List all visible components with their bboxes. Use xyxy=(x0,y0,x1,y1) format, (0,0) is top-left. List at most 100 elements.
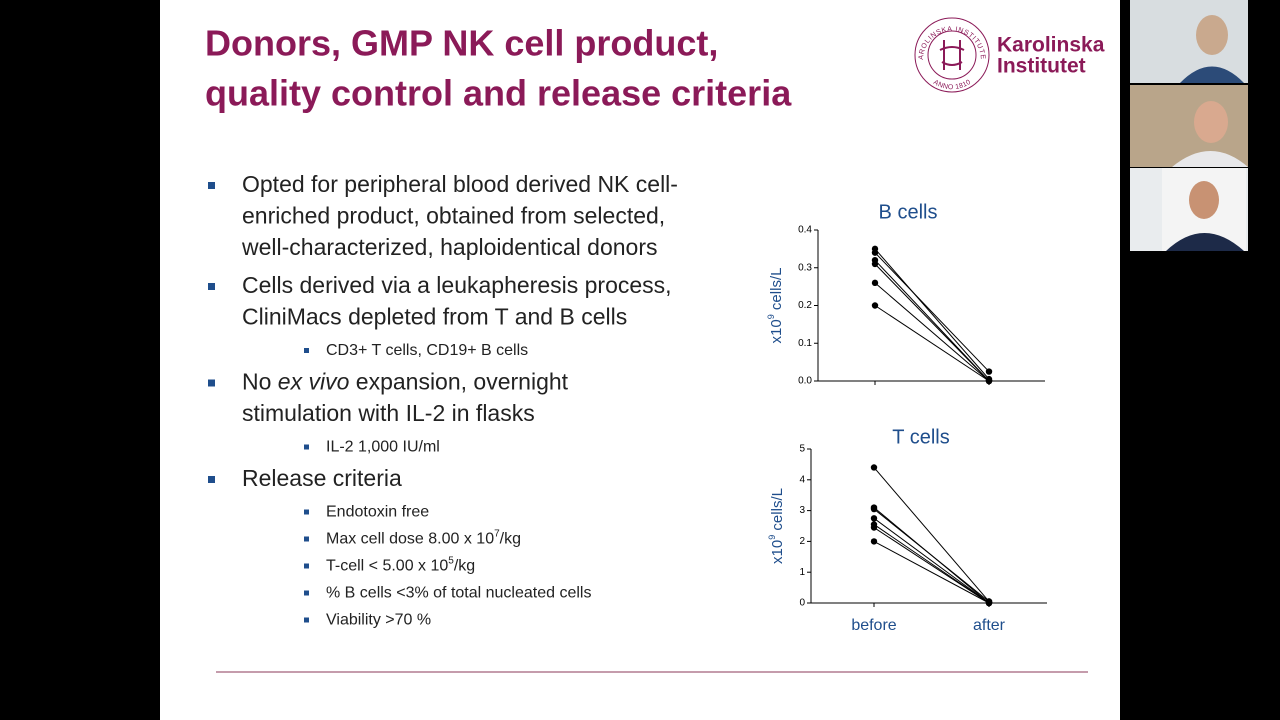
y-tick-label: 0.0 xyxy=(798,376,812,387)
chart-title: B cells xyxy=(879,201,938,223)
x-tick-label: before xyxy=(851,617,896,634)
sub-bullet-text: CD3+ T cells, CD19+ B cells xyxy=(326,342,528,359)
y-axis-label: x109 cells/L xyxy=(767,488,786,564)
donor-line xyxy=(874,252,990,372)
bullet-marker xyxy=(304,536,309,542)
chart-title: T cells xyxy=(892,426,949,448)
bullet-marker xyxy=(208,476,215,483)
bullet-marker xyxy=(304,509,309,515)
y-tick-label: 1 xyxy=(799,567,805,578)
slide-title: Donors, GMP NK cell product, xyxy=(205,23,718,64)
y-tick-label: 4 xyxy=(799,474,805,485)
video-tile xyxy=(1130,85,1248,167)
participant xyxy=(1166,233,1244,251)
bullet-text: stimulation with IL-2 in flasks xyxy=(242,400,535,426)
text-run: x10 xyxy=(768,319,785,343)
bullet-text: CliniMacs depleted from T and B cells xyxy=(242,304,627,330)
text-run: 7 xyxy=(494,529,500,540)
donor-line xyxy=(873,508,990,602)
donor-line xyxy=(874,263,990,382)
data-point xyxy=(870,464,878,471)
bullet-text: enriched product, obtained from selected… xyxy=(242,203,665,229)
data-point xyxy=(870,524,878,531)
data-point xyxy=(870,515,878,522)
data-point xyxy=(870,538,878,545)
bullet-marker xyxy=(208,283,215,290)
slide xyxy=(160,0,1120,720)
sub-bullet-text: Endotoxin free xyxy=(326,504,429,521)
text-run: 9 xyxy=(767,535,777,540)
bullet-text: Cells derived via a leukapheresis proces… xyxy=(242,272,672,298)
bullet-marker xyxy=(208,379,215,387)
text-run: 9 xyxy=(766,314,776,319)
logo-name: Karolinska xyxy=(997,34,1105,57)
y-tick-label: 0.4 xyxy=(798,225,812,236)
logo-seal xyxy=(914,17,990,93)
donor-line xyxy=(873,467,990,602)
y-tick-label: 3 xyxy=(799,505,805,516)
donor-line xyxy=(874,248,990,380)
text-run: T-cell < 5.00 x 10 xyxy=(326,558,448,575)
donor-line xyxy=(873,527,990,604)
bullet-text: Opted for peripheral blood derived NK ce… xyxy=(242,171,678,197)
data-point xyxy=(985,368,993,375)
data-point xyxy=(871,260,879,268)
bullet-text: well-characterized, haploidentical donor… xyxy=(241,234,658,260)
text-run: x10 xyxy=(769,540,786,564)
text-run: /kg xyxy=(454,558,475,575)
data-point xyxy=(985,377,993,385)
donor-line xyxy=(873,517,990,604)
data-point xyxy=(871,302,879,309)
text-run: cells/L xyxy=(769,488,786,535)
text-run: 5 xyxy=(448,556,454,567)
data-point xyxy=(870,505,878,513)
donor-line xyxy=(874,282,990,382)
text-run: cells/L xyxy=(768,268,785,315)
donor-line xyxy=(874,305,990,382)
logo-name: Institutet xyxy=(997,55,1086,78)
y-axis-label: x109 cells/L xyxy=(766,268,785,344)
data-point xyxy=(985,599,993,607)
bullet-text: Release criteria xyxy=(242,465,402,491)
participant xyxy=(1189,181,1219,219)
sub-bullet-text: IL-2 1,000 IU/ml xyxy=(326,439,440,456)
sub-bullet-text: Max cell dose 8.00 x 107/kg xyxy=(326,529,521,548)
y-tick-label: 0.2 xyxy=(798,300,812,311)
x-tick-label: after xyxy=(973,617,1006,634)
video-tiles xyxy=(1130,0,1248,251)
participant xyxy=(1196,15,1228,55)
seal-ring xyxy=(914,17,990,93)
sub-bullet-text: % B cells <3% of total nucleated cells xyxy=(326,585,591,602)
bullet-marker xyxy=(304,617,309,623)
bullet-marker xyxy=(304,563,309,569)
video-tile xyxy=(1130,0,1248,83)
bullet-marker xyxy=(304,348,309,353)
seal-emblem xyxy=(939,40,965,70)
bullet-text: No ex vivo expansion, overnight xyxy=(242,369,569,395)
donor-line xyxy=(873,540,990,604)
participant xyxy=(1180,66,1244,83)
text-run: expansion, overnight xyxy=(349,369,568,395)
bullet-marker xyxy=(304,444,309,450)
participant xyxy=(1172,151,1248,167)
slide-title: quality control and release criteria xyxy=(205,73,792,114)
data-point xyxy=(871,249,879,256)
text-run: ex vivo xyxy=(278,369,350,395)
y-tick-label: 2 xyxy=(799,536,805,547)
bullet-marker xyxy=(304,590,309,596)
participant xyxy=(1194,101,1228,143)
y-tick-label: 5 xyxy=(799,444,805,455)
y-tick-label: 0.3 xyxy=(798,262,812,273)
seal-inner xyxy=(927,30,977,80)
bullet-marker xyxy=(208,182,215,189)
y-tick-label: 0 xyxy=(799,598,805,609)
sub-bullet-text: Viability >70 % xyxy=(326,612,431,629)
text-run: Max cell dose 8.00 x 10 xyxy=(326,531,494,548)
y-tick-label: 0.1 xyxy=(798,338,812,349)
data-point xyxy=(871,279,879,287)
sub-bullet-text: T-cell < 5.00 x 105/kg xyxy=(326,556,475,575)
text-run: No xyxy=(242,369,278,395)
text-run: /kg xyxy=(500,531,521,548)
